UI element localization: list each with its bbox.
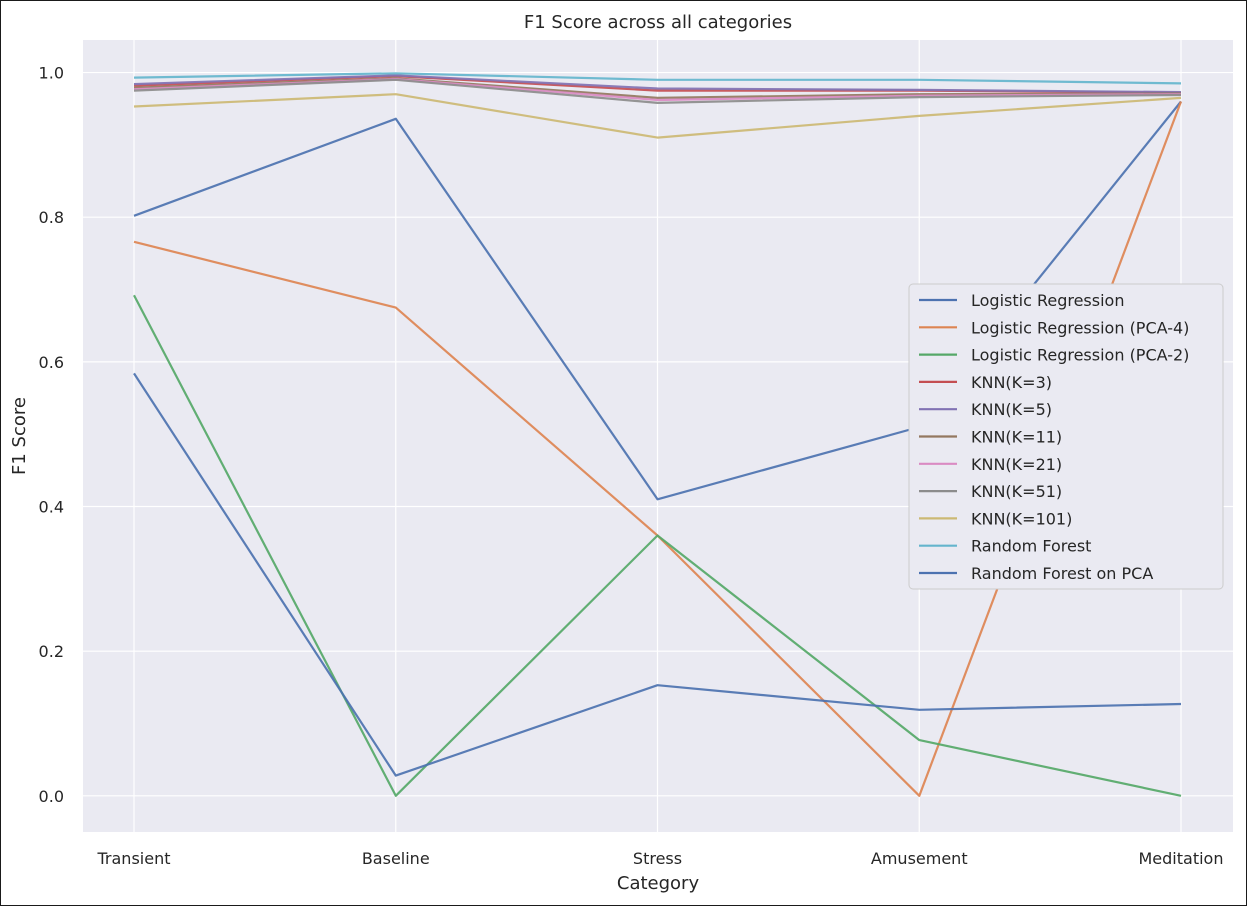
x-tick-label: Stress — [633, 849, 682, 868]
series-line — [133, 72, 1182, 85]
legend-label: Random Forest — [971, 537, 1091, 556]
legend-label: Logistic Regression (PCA-4) — [971, 318, 1189, 337]
x-axis-label: Category — [617, 873, 700, 894]
y-tick-label: 0.0 — [39, 787, 64, 806]
y-tick-label: 0.4 — [39, 498, 64, 517]
legend-label: KNN(K=51) — [971, 482, 1062, 501]
series-line — [133, 294, 1182, 797]
series-line — [133, 74, 1182, 94]
y-axis-label: F1 Score — [9, 397, 30, 475]
legend-label: Random Forest on PCA — [971, 564, 1153, 583]
series-line — [133, 93, 1182, 139]
series-line — [133, 78, 1182, 105]
x-tick-label: Baseline — [362, 849, 430, 868]
y-tick-label: 1.0 — [39, 64, 64, 83]
x-tick-labels: Transient Baseline Stress Amusement Meditati… — [97, 849, 1224, 868]
legend-box — [908, 283, 1224, 590]
y-tick-label: 0.8 — [39, 208, 64, 227]
legend-label: Logistic Regression (PCA-2) — [971, 346, 1189, 365]
legend-label: KNN(K=3) — [971, 373, 1052, 392]
legend-label: KNN(K=11) — [971, 428, 1062, 447]
legend-label: KNN(K=5) — [971, 400, 1052, 419]
legend-label: KNN(K=21) — [971, 455, 1062, 474]
legend-label: Logistic Regression — [971, 291, 1124, 310]
x-tick-label: Amusement — [871, 849, 968, 868]
chart-title: F1 Score across all categories — [524, 12, 792, 33]
legend: Logistic Regression Logistic Regression (… — [908, 283, 1224, 590]
legend-label: KNN(K=101) — [971, 509, 1072, 528]
series-line — [133, 372, 1182, 777]
y-tick-label: 0.6 — [39, 353, 64, 372]
x-tick-label: Meditation — [1139, 849, 1224, 868]
y-tick-labels: 0.0 0.2 0.4 0.6 0.8 1.0 — [39, 64, 64, 806]
x-tick-label: Transient — [97, 849, 171, 868]
y-tick-label: 0.2 — [39, 642, 64, 661]
